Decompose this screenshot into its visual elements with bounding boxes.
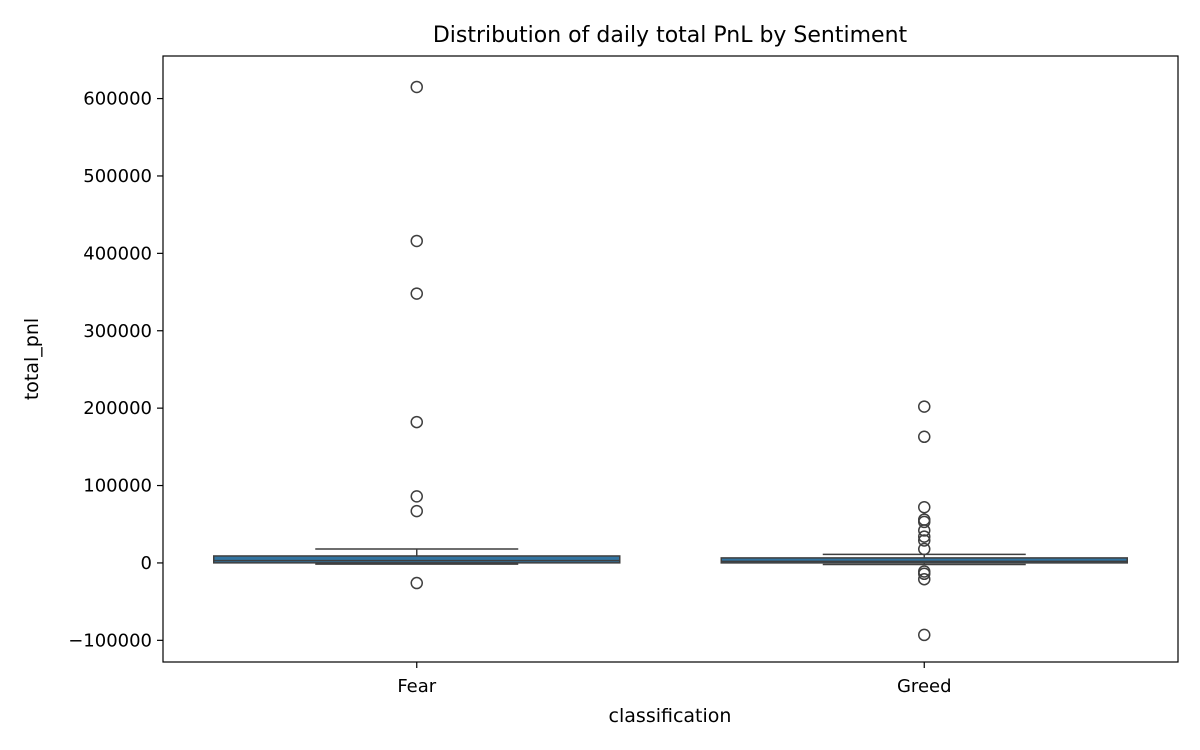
outlier-point [918,430,931,444]
y-tick-label: 200000 [83,398,152,419]
box-greed [720,400,1128,642]
chart-title: Distribution of daily total PnL by Senti… [433,23,908,48]
outlier-point [410,287,423,300]
x-axis: Fear Greed [397,662,952,697]
x-tick-label: Fear [397,676,436,697]
outlier-point [918,500,931,514]
outlier-point [918,542,931,556]
box-iqr [720,557,1128,564]
outlier-point [918,534,931,547]
outlier-point [410,490,423,503]
box-series-group [213,80,1128,642]
y-tick-label: 0 [141,553,152,574]
y-tick-label: 500000 [83,166,152,187]
y-tick-label: 100000 [83,476,152,497]
outlier-point [918,400,931,413]
outlier-point [918,628,931,642]
outlier-point [918,567,931,581]
outlier-point [410,234,423,248]
outlier-point [918,524,931,537]
y-tick-label: 600000 [83,89,152,110]
outlier-point [410,504,423,518]
outlier-point [918,530,931,543]
y-tick-label: 400000 [83,243,152,264]
y-tick-label: −100000 [68,630,152,651]
y-axis: −100000 0 100000 200000 300000 400000 500000 60… [68,89,163,651]
outlier-point [410,80,423,94]
plot-area-frame [162,55,1179,663]
outlier-point [918,515,931,529]
y-axis-label: total_pnl [21,318,43,400]
x-axis-label: classification [609,705,732,727]
y-tick-label: 300000 [83,321,152,342]
box-iqr [213,555,621,564]
x-tick-label: Greed [897,676,952,697]
box-fear [213,80,621,590]
outlier-point [410,576,423,590]
outlier-point [410,415,423,429]
outlier-point [918,572,931,586]
